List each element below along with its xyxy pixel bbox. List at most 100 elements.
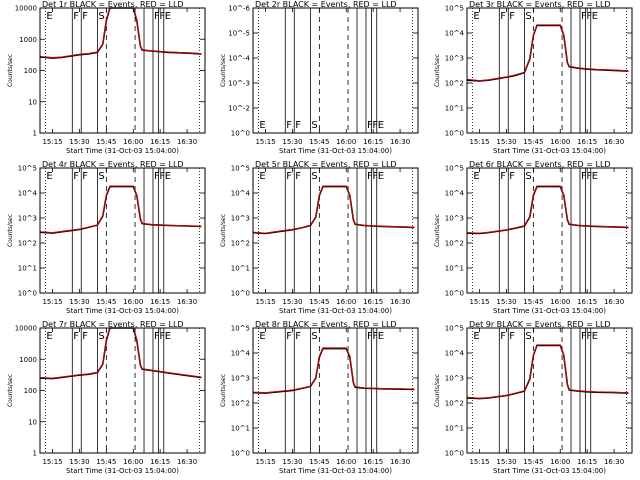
plot-frame <box>252 327 419 454</box>
y-tick-label: 10^4 <box>231 350 251 358</box>
x-tick-label: 15:30 <box>69 458 89 466</box>
y-tick-label: 10^2 <box>445 400 464 408</box>
y-tick-label: 10^0 <box>445 290 464 298</box>
event-marker: E <box>259 171 265 182</box>
x-tick-label: 15:45 <box>96 138 116 146</box>
y-tick-label: 10^3 <box>445 55 464 63</box>
event-marker: F <box>581 331 587 342</box>
x-tick-label: 15:15 <box>42 298 62 306</box>
x-tick-label: 16:00 <box>123 458 143 466</box>
y-tick-label: 10^3 <box>231 215 250 223</box>
event-marker: E <box>592 331 598 342</box>
series-line-lld <box>39 185 202 234</box>
series-line-lld <box>39 7 202 59</box>
x-tick-label: 15:30 <box>496 458 516 466</box>
y-tick-label: 10^0 <box>231 130 250 138</box>
y-tick-label: 10^5 <box>231 165 250 173</box>
y-axis-label: Counts/sec <box>220 54 227 87</box>
event-marker: E <box>378 331 384 342</box>
x-tick-label: 15:45 <box>523 298 543 306</box>
series-line-events <box>39 327 202 380</box>
x-tick-label: 16:00 <box>336 138 356 146</box>
event-marker: E <box>378 120 384 131</box>
x-tick-label: 16:15 <box>363 138 383 146</box>
x-tick-label: 16:15 <box>150 458 170 466</box>
y-tick-label: 10^0 <box>231 290 250 298</box>
plot-frame <box>39 327 206 454</box>
y-tick-label: 10^-5 <box>228 30 250 38</box>
event-marker: F <box>159 171 165 182</box>
y-tick-label: 10^-2 <box>228 105 250 113</box>
x-tick-label: 15:15 <box>469 138 489 146</box>
y-axis-label: Counts/sec <box>7 54 14 87</box>
x-tick-label: 15:45 <box>96 458 116 466</box>
event-marker: F <box>159 11 165 22</box>
event-marker: F <box>286 171 292 182</box>
event-marker: S <box>311 331 317 342</box>
y-tick-label: 100 <box>24 67 37 75</box>
x-axis-label: Start Time (31-Oct-03 15:04:00) <box>493 307 606 315</box>
series-line-events <box>466 24 629 82</box>
x-axis-label: Start Time (31-Oct-03 15:04:00) <box>279 147 392 155</box>
x-tick-label: 15:45 <box>309 138 329 146</box>
y-axis-label: Counts/sec <box>7 214 14 247</box>
chart-title: Det 5r BLACK = Events, RED = LLD <box>255 160 397 169</box>
event-marker: F <box>82 171 88 182</box>
x-tick-label: 16:15 <box>577 458 597 466</box>
x-axis-label: Start Time (31-Oct-03 15:04:00) <box>66 307 179 315</box>
x-tick-label: 16:30 <box>604 138 624 146</box>
x-tick-label: 15:15 <box>42 458 62 466</box>
series-line-events <box>39 185 202 234</box>
event-marker: F <box>73 331 79 342</box>
series-line-events <box>39 7 202 59</box>
y-tick-label: 10^3 <box>445 375 464 383</box>
y-axis-label: Counts/sec <box>434 374 441 407</box>
event-marker: S <box>98 171 104 182</box>
chart-panel-7: Det 7r BLACK = Events, RED = LLD Counts/s… <box>7 320 206 475</box>
plot-frame <box>466 167 633 294</box>
plot-frame <box>466 7 633 134</box>
chart-title: Det 1r BLACK = Events, RED = LLD <box>42 0 184 9</box>
event-marker: F <box>586 171 592 182</box>
event-marker: F <box>154 171 160 182</box>
y-tick-label: 10^-4 <box>228 55 250 63</box>
x-tick-label: 15:15 <box>469 458 489 466</box>
event-marker: S <box>311 171 317 182</box>
y-tick-label: 10 <box>28 418 37 426</box>
event-marker: S <box>98 331 104 342</box>
event-marker: E <box>473 171 479 182</box>
event-marker: F <box>159 331 165 342</box>
x-axis-label: Start Time (31-Oct-03 15:04:00) <box>66 467 179 475</box>
plot-frame <box>252 167 419 294</box>
x-tick-label: 15:15 <box>255 138 275 146</box>
event-marker: F <box>509 171 515 182</box>
x-tick-label: 15:45 <box>96 298 116 306</box>
event-marker: E <box>46 171 52 182</box>
event-marker: F <box>372 331 378 342</box>
y-tick-label: 10^5 <box>18 165 37 173</box>
x-axis-label: Start Time (31-Oct-03 15:04:00) <box>279 467 392 475</box>
event-marker: F <box>286 331 292 342</box>
y-tick-label: 10^1 <box>445 105 464 113</box>
event-marker: F <box>295 171 301 182</box>
event-marker: S <box>525 11 531 22</box>
y-tick-label: 10^1 <box>445 265 464 273</box>
x-tick-label: 15:15 <box>255 458 275 466</box>
chart-title: Det 4r BLACK = Events, RED = LLD <box>42 160 184 169</box>
y-axis-label: Counts/sec <box>220 374 227 407</box>
chart-panel-9: Det 9r BLACK = Events, RED = LLD Counts/s… <box>434 320 633 475</box>
x-tick-label: 16:30 <box>390 298 410 306</box>
y-tick-label: 10000 <box>15 5 37 13</box>
y-tick-label: 10^3 <box>18 215 37 223</box>
y-axis-label: Counts/sec <box>434 214 441 247</box>
y-tick-label: 100 <box>24 387 37 395</box>
x-tick-label: 16:30 <box>604 298 624 306</box>
x-tick-label: 15:45 <box>309 298 329 306</box>
event-marker: F <box>295 120 301 131</box>
y-tick-label: 10^3 <box>231 375 250 383</box>
event-marker: S <box>311 120 317 131</box>
event-marker: E <box>378 171 384 182</box>
chart-title: Det 6r BLACK = Events, RED = LLD <box>469 160 611 169</box>
